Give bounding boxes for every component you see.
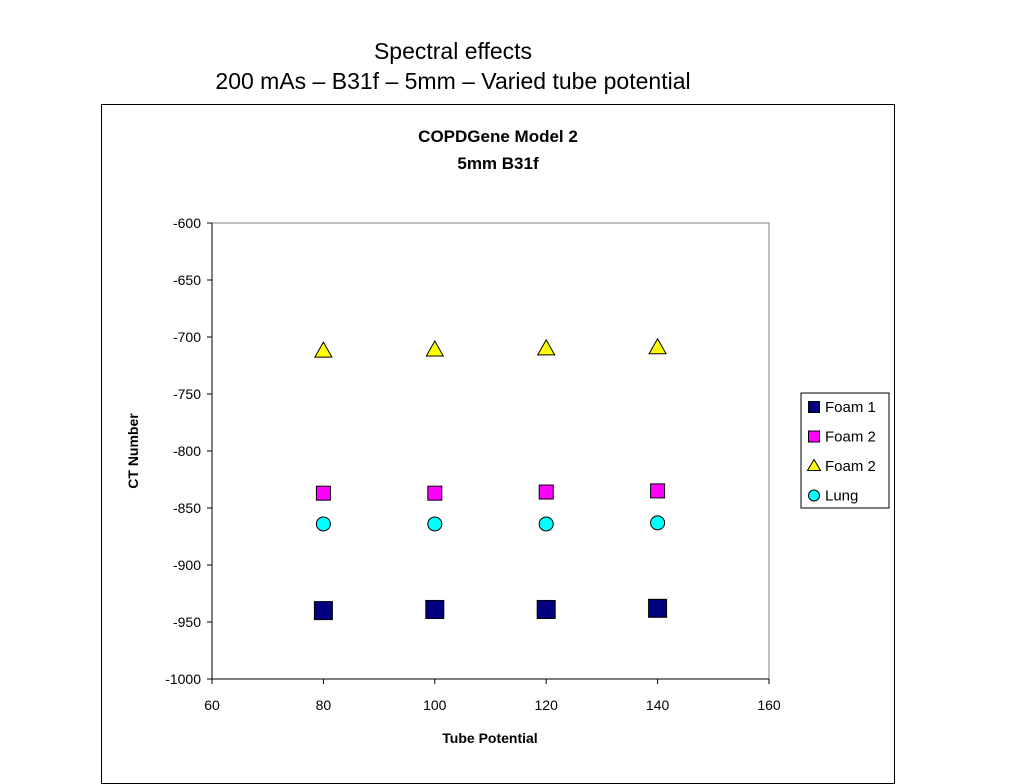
legend-marker: [806, 458, 822, 471]
slide-title-line2: 200 mAs – B31f – 5mm – Varied tube poten…: [215, 68, 691, 94]
data-point: [427, 516, 443, 532]
data-point: [425, 599, 445, 619]
x-tick-label: 60: [204, 697, 220, 713]
slide-title: Spectral effects 200 mAs – B31f – 5mm – …: [0, 36, 906, 96]
data-point: [650, 483, 666, 499]
y-tick-label: -750: [173, 386, 201, 402]
data-point: [648, 598, 668, 618]
y-tick-label: -850: [173, 500, 201, 516]
legend-label: Lung: [825, 488, 858, 505]
y-axis-label: CT Number: [125, 413, 141, 489]
x-tick-label: 100: [423, 697, 447, 713]
y-tick-label: -600: [173, 215, 201, 231]
data-point: [315, 516, 331, 532]
data-point: [536, 338, 556, 356]
legend-label: Foam 1: [825, 399, 876, 416]
data-point: [315, 485, 331, 501]
data-point: [538, 484, 554, 500]
data-point: [538, 516, 554, 532]
legend-label: Foam 2: [825, 458, 876, 475]
chart-title: COPDGene Model 2: [418, 127, 578, 146]
y-tick-label: -700: [173, 329, 201, 345]
x-tick-label: 80: [316, 697, 332, 713]
y-tick-label: -800: [173, 443, 201, 459]
scatter-chart: COPDGene Model 2 5mm B31f -600 -650 -700 -7…: [125, 127, 890, 746]
y-tick-label: -650: [173, 272, 201, 288]
data-point: [425, 340, 445, 357]
data-point: [650, 515, 666, 531]
chart-subtitle: 5mm B31f: [457, 154, 539, 173]
data-point: [427, 485, 443, 501]
data-point: [314, 341, 333, 358]
x-tick-label: 160: [757, 697, 781, 713]
plot-area: [211, 222, 770, 680]
legend-label: Foam 2: [825, 429, 876, 446]
legend-marker: [808, 430, 820, 443]
y-tick-label: -900: [173, 557, 201, 573]
y-tick-label: -1000: [165, 671, 201, 687]
data-point: [313, 601, 333, 621]
data-point: [536, 599, 556, 619]
x-tick-label: 120: [535, 697, 559, 713]
legend-marker: [808, 401, 820, 413]
slide-title-line1: Spectral effects: [373, 38, 533, 64]
legend-marker: [808, 489, 820, 502]
y-tick-label: -950: [173, 614, 201, 630]
x-axis-label: Tube Potential: [442, 730, 537, 746]
x-tick-label: 140: [646, 697, 670, 713]
data-point: [648, 337, 667, 355]
